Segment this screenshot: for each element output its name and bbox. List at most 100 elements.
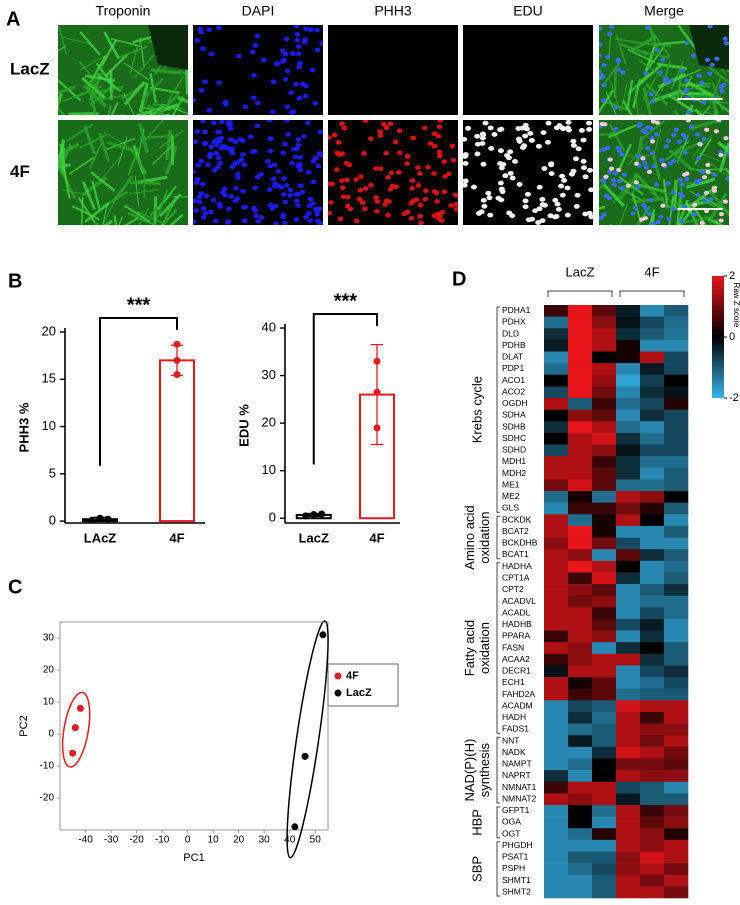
nucleus xyxy=(202,129,208,135)
heatmap-cell xyxy=(544,711,569,724)
heatmap-cell xyxy=(640,491,665,503)
heatmap-cell xyxy=(664,351,689,364)
nucleus xyxy=(337,216,344,221)
nucleus xyxy=(196,200,203,205)
gene-label: PSPH xyxy=(502,863,525,873)
gene-label: SHMT1 xyxy=(502,875,531,885)
data-point xyxy=(104,515,112,523)
fiber xyxy=(98,132,111,163)
nucleus xyxy=(599,53,603,58)
x-tick-label: 50 xyxy=(310,835,322,846)
row-group-label: synthesis xyxy=(477,743,492,798)
heatmap-cell xyxy=(544,584,569,596)
nucleus xyxy=(353,177,359,182)
fiber xyxy=(77,197,96,224)
nucleus xyxy=(636,123,642,128)
fiber xyxy=(691,134,713,158)
heatmap-cell xyxy=(544,793,569,806)
nucleus xyxy=(719,89,725,94)
heatmap-cell xyxy=(640,305,665,317)
heatmap-cell xyxy=(616,351,641,364)
micrograph xyxy=(193,25,323,115)
nucleus xyxy=(680,132,687,137)
heatmap-cell xyxy=(568,781,593,794)
nucleus xyxy=(219,120,225,124)
nucleus xyxy=(339,151,345,156)
fiber xyxy=(717,223,721,225)
nucleus xyxy=(415,165,421,170)
fiber xyxy=(167,75,185,102)
fiber xyxy=(693,108,704,115)
gene-label: ACO2 xyxy=(502,386,525,396)
fiber xyxy=(618,203,629,225)
heatmap-cell xyxy=(592,677,617,690)
nucleus xyxy=(570,168,577,174)
panel-label: C xyxy=(8,576,22,598)
nucleus xyxy=(474,133,481,139)
heatmap-cell xyxy=(592,642,617,655)
heatmap-cell xyxy=(640,316,665,329)
fiber xyxy=(688,120,719,131)
fiber xyxy=(58,25,68,55)
heatmap-cell xyxy=(616,700,641,713)
fiber xyxy=(123,80,146,106)
heatmap-cell xyxy=(544,491,569,503)
heatmap-cell xyxy=(664,421,689,434)
fiber xyxy=(73,85,103,99)
heatmap-cell xyxy=(544,386,569,399)
y-tick-label: 30 xyxy=(262,367,276,382)
nucleus xyxy=(615,145,621,150)
nucleus xyxy=(314,212,321,217)
fiber xyxy=(58,142,80,158)
nucleus xyxy=(716,120,722,123)
nucleus xyxy=(293,198,300,204)
fiber xyxy=(640,50,670,59)
fiber xyxy=(684,104,694,115)
fiber xyxy=(634,85,639,115)
nucleus xyxy=(649,151,655,156)
nucleus xyxy=(601,147,607,152)
heatmap-cell xyxy=(664,863,689,876)
heatmap-cell xyxy=(592,828,617,841)
nucleus xyxy=(679,182,685,188)
gene-label: HADHA xyxy=(502,561,532,571)
heatmap-cell xyxy=(664,630,689,643)
heatmap-cell xyxy=(640,804,665,817)
nucleus xyxy=(660,203,666,208)
nucleus xyxy=(522,204,529,210)
nucleus xyxy=(463,160,469,166)
nucleus xyxy=(344,177,350,183)
nucleus xyxy=(295,203,301,208)
nucleus xyxy=(422,197,429,202)
nucleus xyxy=(295,191,301,197)
heatmap-cell xyxy=(640,432,665,445)
heatmap-cell xyxy=(568,374,593,387)
heatmap-cell xyxy=(616,363,641,376)
fiber xyxy=(621,99,633,115)
heatmap-cell xyxy=(664,363,689,376)
nucleus xyxy=(683,89,689,94)
column-header: DAPI xyxy=(242,3,275,19)
nucleus xyxy=(242,204,249,210)
fiber xyxy=(170,134,175,165)
nucleus xyxy=(392,139,399,145)
nucleus xyxy=(685,120,691,123)
nucleus xyxy=(535,143,542,149)
nucleus xyxy=(506,210,513,216)
nucleus xyxy=(358,174,364,179)
nucleus xyxy=(281,57,287,63)
heatmap-cell xyxy=(568,409,593,422)
nucleus xyxy=(705,169,711,175)
heatmap-cell xyxy=(664,700,689,713)
heatmap-cell xyxy=(640,700,665,713)
nucleus xyxy=(240,188,247,194)
nucleus xyxy=(515,126,522,131)
fiber xyxy=(107,104,112,115)
nucleus xyxy=(487,125,494,131)
heatmap-cell xyxy=(592,746,617,759)
nucleus xyxy=(642,160,648,165)
heatmap-cell xyxy=(592,839,617,852)
nucleus xyxy=(382,202,388,207)
nucleus xyxy=(625,183,632,188)
fiber xyxy=(152,142,175,165)
